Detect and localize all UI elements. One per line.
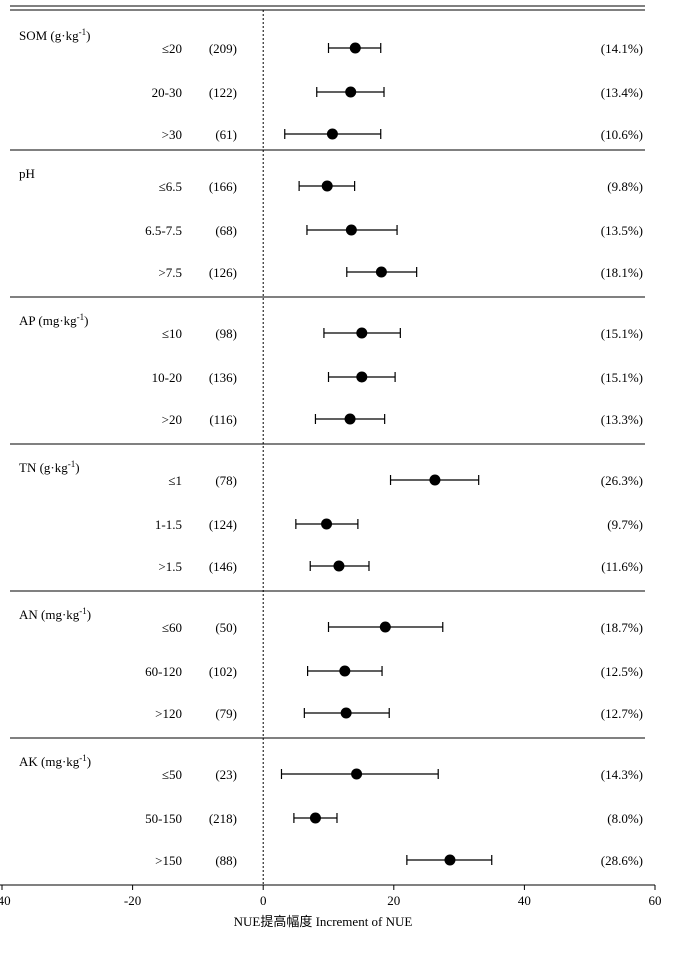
row-percent-label: (11.6%) [601, 559, 643, 574]
group-title: AP (mg·kg-1) [19, 312, 89, 328]
row-percent-label: (28.6%) [601, 853, 643, 868]
mean-point [340, 707, 352, 719]
row-sample-size: (98) [215, 326, 237, 341]
x-tick-label: 60 [649, 893, 662, 908]
row-label: 60-120 [145, 664, 182, 679]
row-sample-size: (124) [209, 517, 237, 532]
row-percent-label: (14.3%) [601, 767, 643, 782]
row-sample-size: (68) [215, 223, 237, 238]
row-label: >7.5 [158, 265, 182, 280]
mean-point [309, 812, 321, 824]
mean-point [379, 621, 391, 633]
row-label: >20 [162, 412, 182, 427]
mean-point [444, 854, 456, 866]
mean-point [339, 665, 351, 677]
row-percent-label: (12.7%) [601, 706, 643, 721]
row-percent-label: (18.7%) [601, 620, 643, 635]
row-label: ≤60 [162, 620, 182, 635]
row-percent-label: (15.1%) [601, 326, 643, 341]
mean-point [345, 224, 357, 236]
mean-point [349, 42, 361, 54]
row-label: 1-1.5 [155, 517, 182, 532]
row-label: ≤1 [168, 473, 182, 488]
x-tick-label: 0 [260, 893, 267, 908]
row-label: 20-30 [152, 85, 182, 100]
row-percent-label: (26.3%) [601, 473, 643, 488]
group-title: pH [19, 166, 35, 181]
mean-point [375, 266, 387, 278]
x-axis-title: NUE提高幅度 Increment of NUE [234, 914, 413, 929]
row-percent-label: (13.3%) [601, 412, 643, 427]
x-tick-label: -40 [0, 893, 11, 908]
mean-point [429, 474, 441, 486]
row-label: ≤20 [162, 41, 182, 56]
row-percent-label: (18.1%) [601, 265, 643, 280]
group-title: SOM (g·kg-1) [19, 27, 90, 43]
row-percent-label: (10.6%) [601, 127, 643, 142]
row-sample-size: (122) [209, 85, 237, 100]
x-tick-label: -20 [124, 893, 141, 908]
mean-point [321, 180, 333, 192]
mean-point [344, 413, 356, 425]
row-sample-size: (88) [215, 853, 237, 868]
mean-point [356, 371, 368, 383]
row-sample-size: (209) [209, 41, 237, 56]
group-title: AN (mg·kg-1) [19, 606, 91, 622]
row-label: 10-20 [152, 370, 182, 385]
row-sample-size: (50) [215, 620, 237, 635]
row-label: >120 [155, 706, 182, 721]
row-label: 6.5-7.5 [145, 223, 182, 238]
row-sample-size: (61) [215, 127, 237, 142]
row-percent-label: (9.8%) [607, 179, 643, 194]
row-sample-size: (78) [215, 473, 237, 488]
row-label: >1.5 [158, 559, 182, 574]
row-label: 50-150 [145, 811, 182, 826]
row-percent-label: (12.5%) [601, 664, 643, 679]
mean-point [351, 768, 363, 780]
row-label: ≤50 [162, 767, 182, 782]
group-title: AK (mg·kg-1) [19, 753, 91, 769]
row-sample-size: (136) [209, 370, 237, 385]
row-label: ≤6.5 [159, 179, 182, 194]
row-percent-label: (9.7%) [607, 517, 643, 532]
row-percent-label: (13.4%) [601, 85, 643, 100]
row-percent-label: (13.5%) [601, 223, 643, 238]
row-percent-label: (8.0%) [607, 811, 643, 826]
row-sample-size: (102) [209, 664, 237, 679]
row-label: >30 [162, 127, 182, 142]
mean-point [333, 560, 345, 572]
row-sample-size: (23) [215, 767, 237, 782]
mean-point [321, 518, 333, 530]
row-label: ≤10 [162, 326, 182, 341]
row-label: >150 [155, 853, 182, 868]
x-tick-label: 20 [387, 893, 400, 908]
row-percent-label: (15.1%) [601, 370, 643, 385]
row-sample-size: (126) [209, 265, 237, 280]
x-tick-label: 40 [518, 893, 531, 908]
row-sample-size: (218) [209, 811, 237, 826]
row-sample-size: (79) [215, 706, 237, 721]
group-title: TN (g·kg-1) [19, 459, 80, 475]
row-percent-label: (14.1%) [601, 41, 643, 56]
mean-point [326, 128, 338, 140]
row-sample-size: (166) [209, 179, 237, 194]
mean-point [356, 327, 368, 339]
row-sample-size: (116) [209, 412, 237, 427]
mean-point [345, 86, 357, 98]
row-sample-size: (146) [209, 559, 237, 574]
